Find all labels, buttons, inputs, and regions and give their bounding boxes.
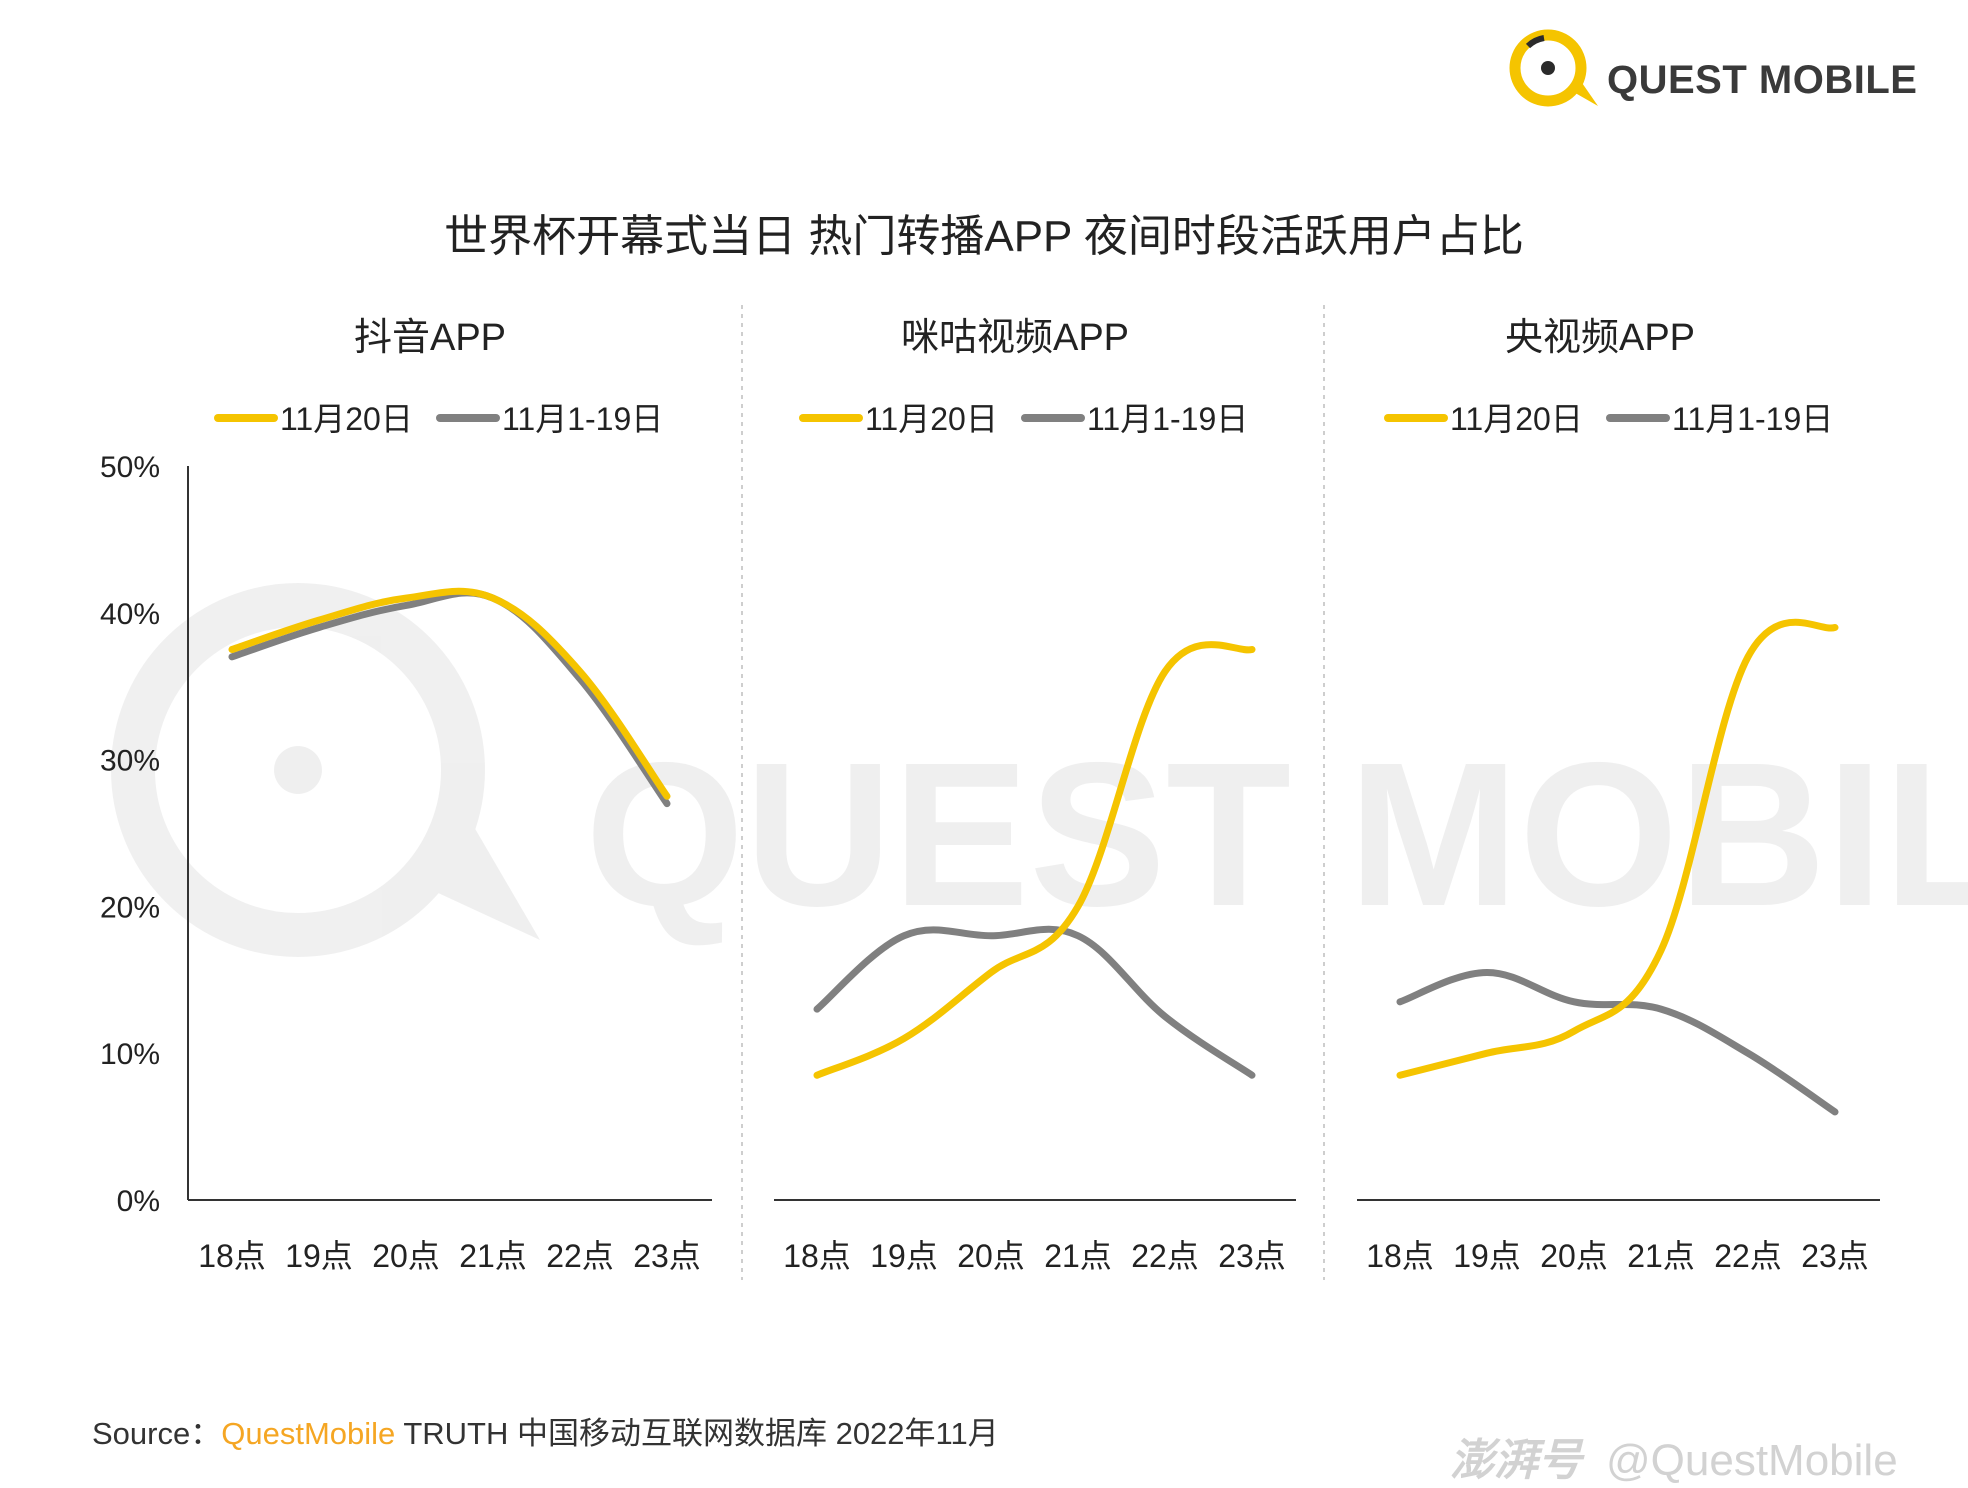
logo-arc-icon <box>1525 35 1545 49</box>
watermark-tail <box>410 820 540 940</box>
panel-title-2: 咪咕视频APP <box>901 317 1129 359</box>
series-line-3-1 <box>1396 618 1839 1079</box>
x-tick-label-1-5: 22点 <box>546 1238 614 1274</box>
logo-tail-icon <box>1570 80 1598 106</box>
y-tick-label-4: 30% <box>100 745 160 778</box>
x-tick-label-3-4: 21点 <box>1627 1238 1695 1274</box>
credit-watermark: 澎湃号 @QuestMobile <box>1450 1424 1898 1488</box>
x-tick-label-2-3: 20点 <box>957 1238 1025 1274</box>
panel-title-3: 央视频APP <box>1505 317 1695 359</box>
series-line-2-2 <box>813 925 1256 1079</box>
brand-logo <box>1509 29 1598 107</box>
source-rest: TRUTH 中国移动互联网数据库 2022年11月 <box>395 1416 999 1451</box>
x-tick-label-2-4: 21点 <box>1044 1238 1112 1274</box>
page-title: 世界杯开幕式当日 热门转播APP 夜间时段活跃用户占比 <box>444 212 1524 261</box>
credit-mark: 澎湃号 <box>1450 1436 1582 1485</box>
x-tick-label-1-1: 18点 <box>198 1238 266 1274</box>
x-tick-label-3-2: 19点 <box>1453 1238 1521 1274</box>
x-tick-label-1-3: 20点 <box>372 1238 440 1274</box>
x-tick-label-1-4: 21点 <box>459 1238 527 1274</box>
x-tick-label-2-5: 22点 <box>1131 1238 1199 1274</box>
y-tick-label-5: 40% <box>100 598 160 631</box>
x-tick-label-3-1: 18点 <box>1366 1238 1434 1274</box>
legend-label-3-1: 11月20日 <box>1450 401 1583 437</box>
logo-ring-icon <box>1509 29 1587 107</box>
x-tick-label-3-5: 22点 <box>1714 1238 1782 1274</box>
panel-title-1: 抖音APP <box>354 317 506 359</box>
watermark-text: QUEST MOBILE <box>585 720 1968 949</box>
series-line-1-1 <box>228 587 671 800</box>
watermark-dot <box>274 746 322 794</box>
x-tick-label-3-3: 20点 <box>1540 1238 1608 1274</box>
x-tick-label-2-1: 18点 <box>783 1238 851 1274</box>
x-tick-label-1-6: 23点 <box>633 1238 701 1274</box>
legend-label-1-2: 11月1-19日 <box>502 401 663 437</box>
series-line-3-2 <box>1396 968 1839 1116</box>
source-brand: QuestMobile <box>221 1416 396 1451</box>
logo-dot-icon <box>1541 61 1555 75</box>
series-line-2-1 <box>813 641 1256 1079</box>
credit-text: @QuestMobile <box>1606 1436 1898 1485</box>
legend-label-3-2: 11月1-19日 <box>1672 401 1833 437</box>
y-tick-label-6: 50% <box>100 451 160 484</box>
source-label: Source： <box>92 1416 222 1451</box>
y-tick-label-3: 20% <box>100 891 160 924</box>
source-note: Source：QuestMobile TRUTH 中国移动互联网数据库 2022… <box>92 1408 999 1453</box>
brand-name: QUEST MOBILE <box>1607 58 1918 102</box>
legend-label-1-1: 11月20日 <box>280 401 413 437</box>
x-tick-label-2-6: 23点 <box>1218 1238 1286 1274</box>
x-tick-label-1-2: 19点 <box>285 1238 353 1274</box>
y-tick-label-2: 10% <box>100 1038 160 1071</box>
legend-label-2-1: 11月20日 <box>865 401 998 437</box>
y-tick-label-1: 0% <box>117 1185 160 1218</box>
x-tick-label-3-6: 23点 <box>1801 1238 1869 1274</box>
legend-label-2-2: 11月1-19日 <box>1087 401 1248 437</box>
x-tick-label-2-2: 19点 <box>870 1238 938 1274</box>
watermark-ring <box>111 583 485 957</box>
